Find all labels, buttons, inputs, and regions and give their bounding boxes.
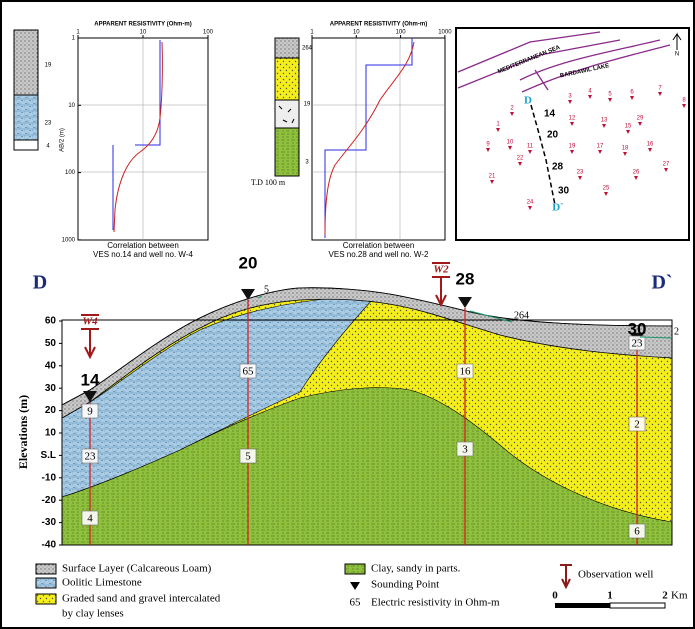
station-label: 11 — [527, 144, 534, 150]
surface-resistivity: 2 — [674, 326, 679, 337]
section-end: D` — [651, 272, 672, 294]
well-log-1 — [14, 30, 38, 150]
resistivity-value: 65 — [243, 366, 255, 378]
station-label: 10 — [507, 140, 514, 146]
legend-label: 65 — [350, 597, 362, 609]
plot-title: APPARENT RESISTIVITY (Ohm-m) — [94, 22, 191, 28]
profile-point: 30 — [558, 186, 570, 197]
y-tick-label: 40 — [45, 360, 57, 371]
y-tick-label: 50 — [45, 338, 57, 349]
y-axis-label: Elevations (m) — [16, 395, 30, 469]
legend-label: Graded sand and gravel intercalated — [62, 593, 221, 605]
y-tick-label: -20 — [42, 495, 57, 506]
y-axis-label: AB/2 (m) — [60, 128, 66, 152]
resistivity-value: 5 — [245, 451, 251, 463]
resistivity-value: 4 — [87, 513, 93, 525]
location-map — [456, 28, 689, 240]
caption: Correlation between — [107, 241, 179, 250]
layer-thickness: 264 — [302, 46, 313, 52]
total-depth: T.D 100 m — [251, 178, 286, 187]
x-tick-label: 10 — [353, 30, 360, 36]
surface-resistivity: 5 — [264, 284, 269, 295]
station-label: 29 — [637, 116, 644, 122]
sounding-label: 14 — [81, 370, 100, 389]
y-tick-label: S.L — [40, 450, 56, 461]
section-start: D — [33, 272, 47, 294]
sounding-label: 20 — [239, 253, 258, 272]
resistivity-value: 2 — [634, 419, 640, 431]
x-tick-label: 10 — [140, 30, 147, 36]
legend-label: Clay, sandy in parts. — [371, 563, 461, 575]
resistivity-value: 23 — [85, 451, 97, 463]
sounding-label: 28 — [456, 269, 475, 288]
sounding-label: 30 — [628, 319, 647, 338]
y-tick-label: 30 — [45, 383, 57, 394]
station-label: 18 — [622, 146, 629, 152]
caption: Correlation between — [343, 241, 415, 250]
scale-unit: Km — [671, 590, 688, 602]
legend-label: Oolitic Limestone — [62, 577, 142, 589]
y-tick-label: 60 — [45, 316, 57, 327]
legend-label: Observation well — [578, 569, 653, 581]
legend-label: Surface Layer (Calcareous Loam) — [62, 563, 212, 575]
x-tick-label: 1000 — [438, 30, 452, 36]
caption: VES no.14 and well no. W-4 — [93, 250, 193, 259]
station-label: 22 — [517, 156, 524, 162]
legend-label: Electric resistivity in Ohm-m — [371, 597, 500, 609]
station-label: 27 — [663, 162, 670, 168]
station-label: 19 — [569, 144, 576, 150]
legend-label: Sounding Point — [371, 579, 439, 591]
scale-label: 0 — [552, 590, 558, 602]
profile-point: 14 — [544, 109, 556, 120]
plot-title: APPARENT RESISTIVITY (Ohm-m) — [330, 22, 427, 28]
profile-point: 20 — [547, 130, 559, 141]
resistivity-value: 23 — [632, 338, 644, 350]
station-label: 16 — [647, 142, 654, 148]
station-label: 26 — [633, 170, 640, 176]
layer-thickness: 23 — [45, 121, 52, 127]
legend-label: by clay lenses — [62, 608, 124, 620]
station-label: 23 — [577, 170, 584, 176]
resistivity-value: 16 — [460, 366, 472, 378]
y-tick-label: -40 — [42, 540, 57, 551]
profile-point: 28 — [552, 162, 564, 173]
y-tick-label: -30 — [42, 517, 57, 528]
well-label: W2 — [433, 264, 449, 276]
station-label: 21 — [489, 174, 496, 180]
ves-plot-2 — [312, 38, 445, 240]
station-label: 15 — [625, 124, 632, 130]
layer-thickness: 19 — [304, 102, 311, 108]
well-label: W4 — [82, 316, 98, 328]
y-tick-label: 1000 — [62, 237, 76, 243]
station-label: 25 — [603, 186, 610, 192]
x-tick-label: 100 — [396, 30, 407, 36]
layer-thickness: 19 — [45, 63, 52, 69]
north-label: N — [675, 52, 679, 58]
scale-label: 1 — [607, 590, 613, 602]
station-label: 12 — [569, 116, 576, 122]
y-tick-label: -10 — [42, 472, 57, 483]
station-label: 13 — [601, 118, 608, 124]
scale-label: 2 — [662, 590, 668, 602]
resistivity-value: 6 — [634, 526, 640, 538]
station-label: 17 — [597, 144, 604, 150]
resistivity-value: 3 — [462, 444, 468, 456]
figure: D D` Elevations (m) Surface Layer (Calca… — [0, 0, 695, 629]
well-log-2 — [275, 38, 299, 176]
caption: VES no.28 and well no. W-2 — [329, 250, 429, 259]
y-tick-label: 10 — [45, 428, 57, 439]
y-tick-label: 100 — [65, 170, 76, 176]
profile-end: D` — [552, 202, 564, 214]
y-tick-label: 10 — [68, 103, 75, 109]
resistivity-value: 9 — [87, 406, 93, 418]
station-label: 24 — [527, 200, 534, 206]
x-tick-label: 100 — [203, 30, 214, 36]
profile-start: D — [524, 95, 532, 107]
y-tick-label: 20 — [45, 405, 57, 416]
surface-resistivity: 264 — [514, 310, 529, 321]
